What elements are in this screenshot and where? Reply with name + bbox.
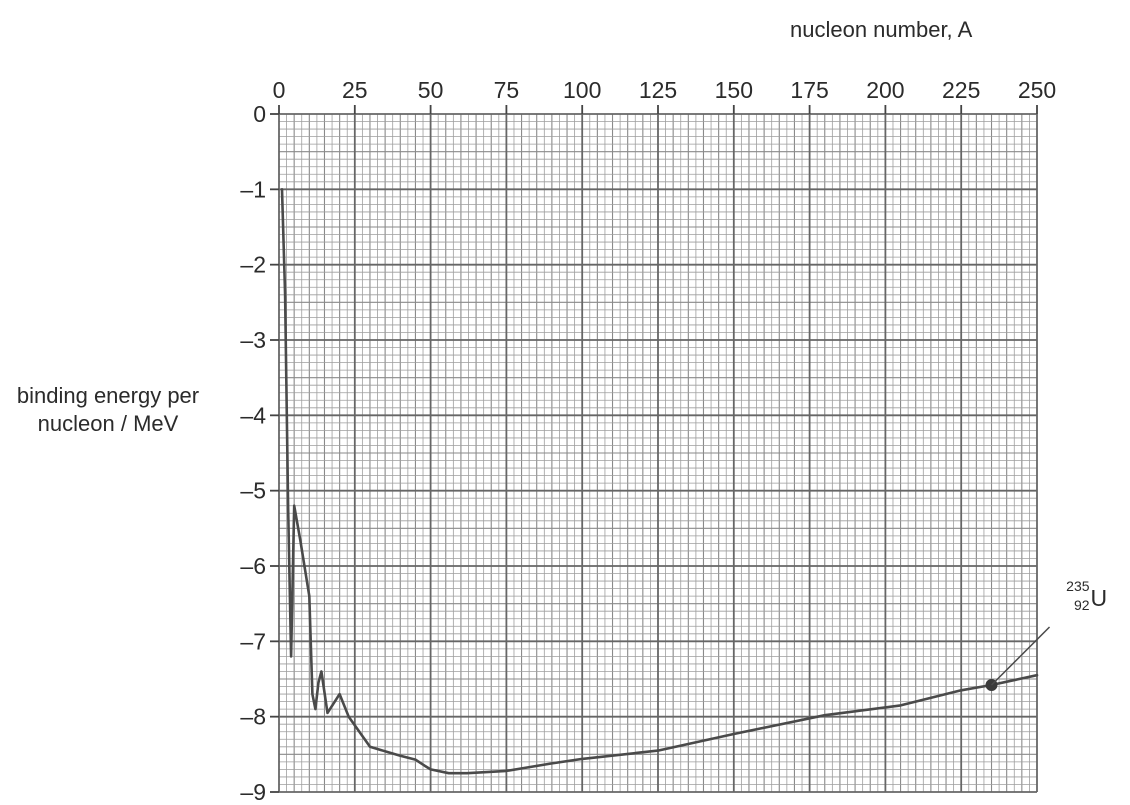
y-tick-label: –6 xyxy=(240,553,266,579)
isotope-mass-number: 235 xyxy=(1066,578,1090,594)
y-tick-label: –5 xyxy=(240,478,266,504)
series-layer xyxy=(280,188,1039,775)
x-tick-label: 75 xyxy=(494,77,520,103)
x-tick-label: 25 xyxy=(342,77,368,103)
y-tick-label: –7 xyxy=(240,628,266,654)
x-tick-label: 225 xyxy=(942,77,980,103)
y-tick-labels: 0 –1 –2 –3 –4 –5 –6 –7 –8 –9 xyxy=(240,101,266,805)
isotope-symbol: U xyxy=(1091,585,1108,611)
y-tick-label: –4 xyxy=(240,402,266,428)
x-tick-label: 125 xyxy=(639,77,677,103)
x-tick-label: 200 xyxy=(866,77,904,103)
annotation-leader-line xyxy=(990,626,1051,686)
series-line xyxy=(280,188,1039,775)
x-tick-label: 250 xyxy=(1018,77,1056,103)
y-axis-title-text: binding energy per nucleon / MeV xyxy=(16,383,200,436)
axis-ticks xyxy=(270,105,1038,793)
y-tick-label: –9 xyxy=(240,779,266,805)
y-tick-label: –8 xyxy=(240,704,266,730)
x-tick-label: 175 xyxy=(790,77,828,103)
x-axis-title: nucleon number, A xyxy=(790,16,972,44)
y-tick-label: –2 xyxy=(240,252,266,278)
x-tick-labels: 0 25 50 75 100 125 150 175 200 225 250 xyxy=(273,77,1057,103)
x-axis-title-text: nucleon number, A xyxy=(790,17,973,42)
y-tick-label: 0 xyxy=(253,101,266,127)
x-tick-label: 0 xyxy=(273,77,286,103)
y-tick-label: –3 xyxy=(240,327,266,353)
y-tick-label: –1 xyxy=(240,176,266,202)
x-tick-label: 150 xyxy=(715,77,753,103)
y-axis-title: binding energy per nucleon / MeV xyxy=(0,382,216,438)
grid-major xyxy=(278,113,1038,793)
x-tick-label: 50 xyxy=(418,77,444,103)
x-tick-label: 100 xyxy=(563,77,601,103)
isotope-atomic-number: 92 xyxy=(1074,597,1090,613)
annotation-layer: 235 92 U xyxy=(985,578,1108,692)
